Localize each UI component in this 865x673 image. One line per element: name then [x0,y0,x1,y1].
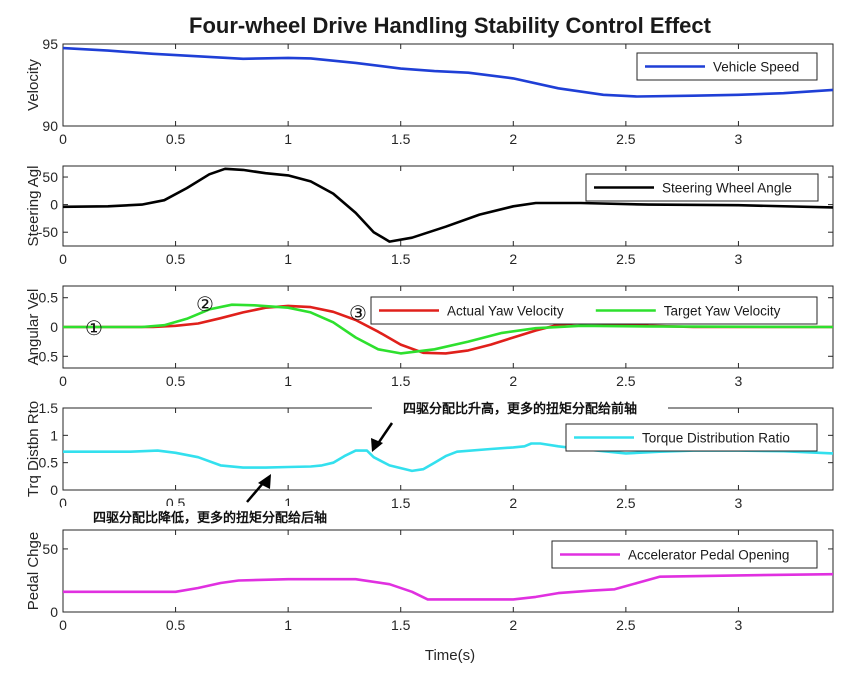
y-axis-label: Trq Distbn Rto [25,401,42,497]
x-tick-label: 0.5 [166,617,186,633]
y-tick-label: 0 [50,197,58,213]
front-axle-arrow [375,422,394,446]
series-line-pedal [63,572,834,601]
legend-box [370,296,818,325]
x-tick-label: 2 [509,617,517,633]
y-tick-label: -50 [38,224,58,240]
y-tick-label: 1 [50,427,58,443]
y-tick-label: 50 [42,169,58,185]
series-line-velocity [62,46,834,98]
front-axle-note: 四驱分配比升高，更多的扭矩分配给前轴 [403,401,637,417]
x-tick-label: 2.5 [616,131,636,147]
y-axis-label: Angular Vel [25,289,42,366]
x-tick-label: 2 [509,373,517,389]
rear-axle-arrow [246,481,265,503]
marker-3: ③ [349,301,367,325]
y-tick-label: 1.5 [39,400,59,416]
rear-axle-note: 四驱分配比降低，更多的扭矩分配给后轴 [93,510,327,526]
y-tick-label: 90 [42,118,58,134]
front-axle-note-bg [372,398,668,418]
y-tick-label: 0 [50,604,58,620]
legend: Actual Yaw Velocity Target Yaw Velocity [370,296,818,325]
x-tick-label: 0.5 [166,131,186,147]
y-axis-label: Pedal Chge [25,532,42,610]
legend-entry: Vehicle Speed [713,60,799,75]
x-tick-label: 2.5 [616,373,636,389]
legend: Vehicle Speed [636,52,818,81]
x-tick-label: 2.5 [616,495,636,511]
x-tick-label: 3 [735,495,743,511]
x-tick-label: 2 [509,251,517,267]
legend: Torque Distribution Ratio [565,423,818,452]
x-tick-label: 1 [284,495,292,511]
y-tick-label: 0 [50,482,58,498]
x-tick-label: 1.5 [391,495,411,511]
x-tick-label: 0 [59,251,67,267]
y-tick-label: 95 [42,36,58,52]
x-tick-label: 1.5 [391,617,411,633]
legend: Accelerator Pedal Opening [551,540,818,569]
y-tick-label: 0.5 [39,290,59,306]
series-line-steering [62,167,834,243]
x-tick-label: 1.5 [391,373,411,389]
x-tick-label: 1 [284,617,292,633]
x-tick-label: 1 [284,251,292,267]
legend-entry: Target Yaw Velocity [664,304,781,319]
x-tick-label: 2 [509,131,517,147]
front-axle-arrowhead [371,438,383,452]
legend: Steering Wheel Angle [585,173,819,202]
x-tick-label: 3 [735,131,743,147]
x-tick-label: 1 [284,131,292,147]
x-tick-label: 2.5 [616,251,636,267]
x-tick-label: 0 [59,131,67,147]
x-tick-label: 0 [59,373,67,389]
x-tick-label: 1 [284,373,292,389]
rear-axle-note-bg [62,506,358,528]
x-tick-label: 2 [509,495,517,511]
y-tick-label: -0.5 [34,348,58,364]
rear-axle-arrowhead [258,474,271,489]
y-tick-label: 50 [42,541,58,557]
legend-entry: Accelerator Pedal Opening [628,548,789,563]
x-tick-label: 0.5 [166,251,186,267]
x-axis-label: Time(s) [425,647,475,664]
x-tick-label: 3 [735,251,743,267]
x-tick-label: 3 [735,617,743,633]
marker-1: ① [85,316,103,340]
series-line-target_yaw [63,303,834,355]
y-axis-label: Velocity [25,59,42,111]
annotations: ① ② ③ 四驱分配比升高，更多的扭矩分配给前轴 四驱分配比降低，更多的扭矩分配… [62,292,668,528]
x-tick-label: 1.5 [391,251,411,267]
x-tick-label: 3 [735,373,743,389]
x-tick-label: 0 [59,617,67,633]
legend-entry: Actual Yaw Velocity [447,304,564,319]
x-tick-label: 2.5 [616,617,636,633]
x-tick-label: 0 [59,495,67,511]
y-axis-label: Steering Agl [25,166,42,247]
chart-title: Four-wheel Drive Handling Stability Cont… [189,13,712,38]
x-tick-label: 0.5 [166,373,186,389]
y-tick-label: 0 [50,319,58,335]
y-tick-label: 0.5 [39,455,59,471]
marker-2: ② [196,292,214,316]
legend-entry: Steering Wheel Angle [662,181,792,196]
legend-entry: Torque Distribution Ratio [642,431,790,446]
x-tick-label: 1.5 [391,131,411,147]
